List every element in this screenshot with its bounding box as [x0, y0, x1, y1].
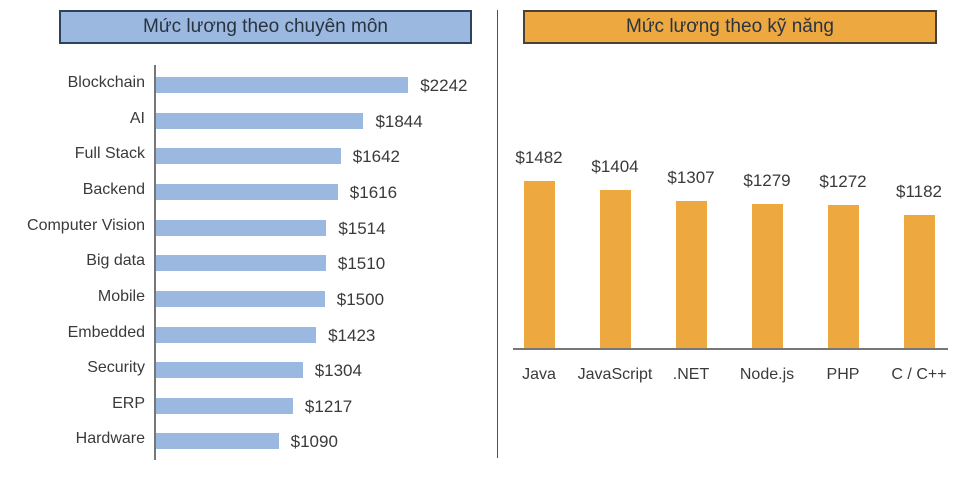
bar-column: $1482 Java	[501, 0, 577, 485]
bar	[752, 203, 783, 348]
value-label: $1844	[375, 112, 423, 131]
bar	[156, 433, 279, 449]
category-label: Hardware	[75, 430, 145, 447]
value-label: $1404	[591, 156, 639, 176]
bar-column: $1279 Node.js	[729, 0, 805, 485]
value-label: $2242	[420, 76, 468, 95]
bar	[156, 291, 325, 307]
bar	[156, 220, 327, 236]
right-chart-title: Mức lương theo kỹ năng	[523, 10, 937, 44]
value-label: $1182	[895, 181, 942, 201]
right-chart-title-text: Mức lương theo kỹ năng	[626, 16, 834, 37]
bar-column: $1404 JavaScript	[577, 0, 653, 485]
bar-row: AI $1844	[0, 110, 490, 131]
bar	[156, 113, 364, 129]
category-label: Security	[87, 359, 145, 376]
category-label: PHP	[826, 366, 860, 383]
bar-row: Backend $1616	[0, 181, 490, 202]
bar	[156, 362, 303, 378]
category-label: .NET	[672, 366, 710, 383]
value-label: $1514	[338, 219, 386, 238]
bar	[676, 200, 707, 348]
bar	[156, 327, 317, 343]
bar	[600, 189, 631, 348]
category-label: Mobile	[97, 288, 145, 305]
bar	[524, 180, 555, 348]
bar-row: Computer Vision $1514	[0, 217, 490, 238]
value-label: $1217	[304, 397, 353, 416]
salary-by-specialty-chart: Blockchain $2242 AI $1844 Full Stack $1642 Bac…	[0, 60, 490, 460]
left-chart-title: Mức lương theo chuyên môn	[59, 10, 472, 44]
value-label: $1307	[667, 167, 715, 187]
category-label: Blockchain	[67, 74, 145, 91]
value-label: $1090	[290, 432, 338, 451]
value-label: $1272	[819, 171, 867, 191]
salary-by-skill-chart: $1482 Java $1404 JavaScript $1307 .NET $1279 No…	[500, 0, 960, 485]
value-label: $1616	[349, 183, 398, 202]
bar-row: ERP $1217	[0, 395, 490, 416]
category-label: JavaScript	[577, 366, 653, 383]
value-label: $1510	[337, 254, 386, 273]
bar	[904, 214, 935, 348]
bar-row: Full Stack $1642	[0, 145, 490, 166]
value-label: $1279	[743, 170, 791, 190]
category-label: Node.js	[739, 366, 795, 383]
category-label: C / C++	[891, 366, 947, 383]
bar	[156, 184, 338, 200]
bar-row: Blockchain $2242	[0, 74, 490, 95]
value-label: $1423	[328, 326, 376, 345]
bar-row: Hardware $1090	[0, 430, 490, 451]
category-label: Embedded	[67, 324, 145, 341]
panel-divider	[497, 10, 498, 458]
category-label: Backend	[82, 181, 145, 198]
bar-column: $1272 PHP	[805, 0, 881, 485]
bar	[156, 148, 341, 164]
value-label: $1642	[352, 147, 400, 166]
bar	[156, 255, 326, 271]
value-label: $1500	[336, 290, 385, 309]
category-label: Full Stack	[74, 145, 145, 162]
bar	[828, 204, 859, 348]
bar-row: Embedded $1423	[0, 324, 490, 345]
left-chart-title-text: Mức lương theo chuyên môn	[143, 16, 388, 37]
category-label: Java	[522, 366, 556, 383]
bar-row: Mobile $1500	[0, 288, 490, 309]
y-axis-line	[154, 65, 156, 460]
value-label: $1304	[314, 361, 362, 380]
bar-row: Security $1304	[0, 359, 490, 380]
category-label: AI	[129, 110, 145, 127]
bar	[156, 398, 293, 414]
category-label: Big data	[86, 252, 145, 269]
value-label: $1482	[515, 147, 563, 167]
bar-row: Big data $1510	[0, 252, 490, 273]
bar-column: $1182 C / C++	[881, 0, 957, 485]
x-axis-line	[513, 348, 948, 350]
category-label: ERP	[112, 395, 145, 412]
category-label: Computer Vision	[27, 217, 145, 234]
bar-column: $1307 .NET	[653, 0, 729, 485]
bar	[156, 77, 409, 93]
